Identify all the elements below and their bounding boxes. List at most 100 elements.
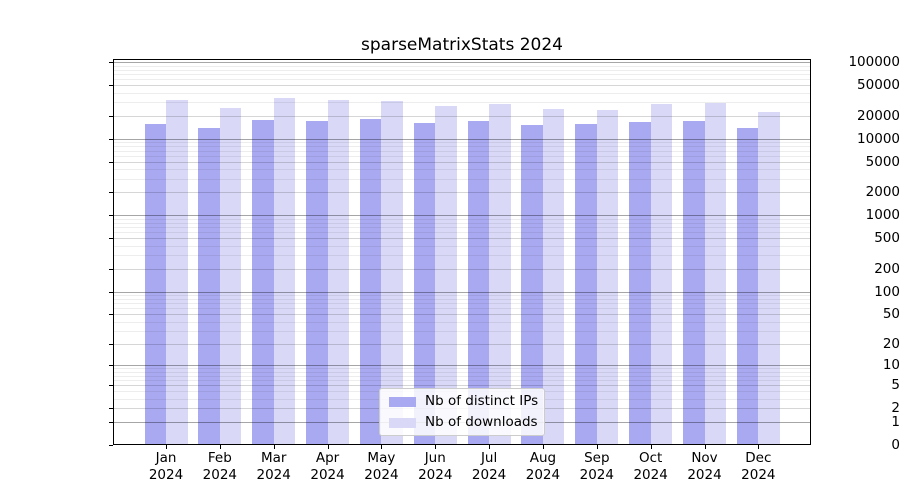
gridline	[113, 92, 811, 94]
legend-swatch-distinct-ips	[389, 396, 416, 407]
y-tick-mark	[109, 421, 113, 423]
bar-distinct-ips-mar	[252, 120, 274, 445]
y-tick-label: 50000	[857, 77, 900, 94]
bar-downloads-jul	[489, 103, 511, 445]
x-tick-label-jan: Jan 2024	[148, 450, 184, 483]
gridline	[113, 222, 811, 224]
bar-distinct-ips-dec	[736, 127, 759, 445]
x-tick-mark	[704, 445, 706, 449]
x-tick-mark	[166, 445, 167, 449]
y-tick-label: 2000	[865, 184, 900, 201]
x-tick-mark	[758, 445, 760, 449]
y-tick-label: 0	[891, 437, 900, 453]
gridline	[113, 215, 811, 217]
gridline	[113, 368, 811, 370]
gridline	[113, 314, 811, 316]
bar-distinct-ips-feb	[198, 127, 220, 445]
gridline	[113, 268, 811, 270]
y-tick-label: 1000	[865, 207, 900, 224]
gridline	[113, 238, 811, 240]
gridline	[113, 178, 811, 180]
gridline	[113, 295, 811, 297]
gridline	[113, 150, 811, 152]
y-tick-mark	[109, 291, 113, 293]
gridline	[113, 218, 811, 220]
gridline	[113, 291, 811, 293]
bar-downloads-jan	[166, 100, 188, 445]
gridline	[113, 155, 811, 157]
bar-downloads-nov	[704, 103, 726, 445]
gridline	[113, 385, 811, 387]
x-tick-label-feb: Feb 2024	[202, 450, 238, 483]
bar-distinct-ips-aug	[521, 125, 543, 445]
x-tick-mark	[273, 445, 275, 449]
y-tick-mark	[109, 408, 113, 410]
y-tick-mark	[109, 268, 113, 270]
plot-area: Nb of distinct IPs Nb of downloads	[113, 59, 811, 445]
bar-downloads-may	[381, 101, 403, 445]
gridline	[113, 255, 811, 257]
bar-downloads-mar	[273, 97, 296, 445]
gridline	[113, 232, 811, 234]
gridline	[113, 115, 811, 117]
gridline	[113, 142, 811, 144]
bar-downloads-oct	[650, 104, 673, 445]
y-tick-label: 200	[874, 260, 900, 277]
y-tick-mark	[109, 138, 113, 140]
y-tick-mark	[109, 62, 113, 64]
gridline	[113, 365, 811, 367]
x-tick-label-jun: Jun 2024	[418, 450, 453, 483]
x-tick-mark	[381, 445, 383, 449]
bar-distinct-ips-jul	[467, 120, 490, 445]
x-tick-label-nov: Nov 2024	[687, 450, 722, 483]
y-tick-mark	[109, 385, 113, 387]
y-tick-label: 2	[891, 400, 900, 417]
gridline	[113, 65, 811, 67]
x-tick-mark	[219, 445, 221, 449]
gridline	[113, 343, 811, 345]
x-tick-label-oct: Oct 2024	[633, 450, 668, 483]
legend-entry-downloads: Nb of downloads	[389, 414, 538, 431]
x-tick-mark	[542, 445, 544, 449]
gridline	[113, 79, 811, 81]
gridline	[113, 245, 811, 247]
gridline	[113, 321, 811, 323]
y-tick-mark	[109, 445, 113, 446]
gridline	[113, 74, 811, 76]
gridline	[113, 298, 811, 300]
bar-distinct-ips-oct	[629, 121, 651, 445]
gridline	[113, 169, 811, 171]
y-tick-label: 5	[891, 377, 900, 394]
x-tick-mark	[650, 445, 652, 449]
gridline	[113, 102, 811, 104]
y-tick-mark	[109, 192, 113, 194]
bars-layer	[113, 59, 811, 445]
x-tick-label-may: May 2024	[364, 450, 399, 483]
bar-distinct-ips-apr	[306, 121, 328, 445]
gridline	[113, 161, 811, 163]
bar-distinct-ips-sep	[575, 124, 597, 445]
gridline	[113, 85, 811, 87]
x-tick-mark	[327, 445, 329, 449]
y-tick-label: 20	[882, 335, 900, 352]
x-tick-mark	[596, 445, 598, 449]
legend-label-distinct-ips: Nb of distinct IPs	[425, 393, 539, 409]
x-tick-mark	[489, 445, 491, 449]
gridline	[113, 146, 811, 148]
x-tick-label-sep: Sep 2024	[579, 450, 614, 483]
y-tick-mark	[109, 314, 113, 316]
legend: Nb of distinct IPs Nb of downloads	[379, 388, 545, 436]
y-tick-label: 20000	[857, 107, 900, 124]
legend-entry-distinct-ips: Nb of distinct IPs	[389, 393, 539, 410]
legend-swatch-downloads	[389, 417, 416, 428]
y-tick-label: 100	[874, 283, 900, 300]
legend-label-downloads: Nb of downloads	[425, 414, 538, 430]
y-tick-label: 500	[874, 230, 900, 247]
bar-downloads-aug	[542, 109, 565, 445]
y-tick-mark	[109, 365, 113, 367]
y-tick-label: 100000	[848, 54, 900, 71]
bar-downloads-feb	[219, 107, 242, 445]
bar-downloads-apr	[327, 100, 350, 445]
x-tick-label-mar: Mar 2024	[256, 450, 291, 483]
